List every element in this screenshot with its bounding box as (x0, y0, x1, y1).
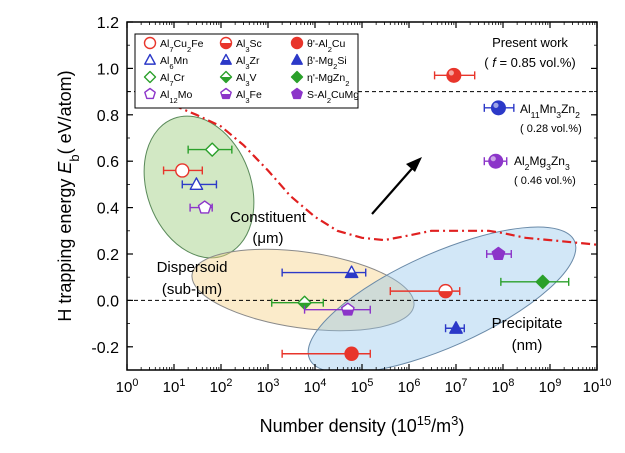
x-tick-label: 105 (351, 377, 374, 396)
trend-curve-line (135, 102, 597, 246)
data-point (344, 265, 359, 279)
legend-item: Al12Mo (144, 87, 192, 105)
x-tick-label: 103 (257, 377, 280, 396)
x-tick-label: 100 (116, 377, 139, 396)
legend-marker (219, 70, 233, 84)
data-point (491, 246, 506, 260)
data-point (344, 346, 359, 361)
legend-label: Al7Cu2Fe (160, 38, 204, 54)
legend-marker (291, 53, 303, 65)
present-work-labels: Al11Mn3Zn2 ( 0.28 vol.%) Al2Mg3Zn3 ( 0.46 v… (514, 102, 582, 187)
y-tick-label: 1.2 (97, 15, 119, 32)
legend-marker (219, 36, 233, 50)
data-point (189, 177, 204, 190)
legend-marker (290, 36, 304, 50)
legend-item: S-Al2CuMg (291, 87, 359, 105)
trend-arrow (371, 157, 422, 215)
present-work-phase-label: Al11Mn3Zn2 (520, 102, 580, 120)
x-tick-label: 1010 (583, 377, 612, 396)
dispersoid-label: Dispersoid (157, 259, 228, 276)
legend-item: β'-Mg2Si (291, 53, 347, 71)
present-work-phase-label: Al2Mg3Zn3 (514, 154, 570, 172)
legend-label: θ'-Al2Cu (307, 38, 345, 54)
error-bar (303, 305, 371, 314)
x-tick-label: 109 (539, 377, 562, 396)
data-point (341, 302, 355, 316)
y-tick-label: 0.6 (97, 154, 119, 171)
legend-marker (220, 53, 232, 65)
legend-marker (143, 70, 157, 84)
present-work-point (490, 100, 506, 116)
legend-item: Al6Mn (144, 53, 188, 71)
legend-box (134, 33, 359, 109)
data-point (535, 274, 550, 290)
present-work-title: Present work (492, 35, 568, 50)
data-point (205, 142, 220, 157)
region-ellipses (143, 115, 577, 370)
present-work-point (488, 153, 504, 169)
legend-label: Al3Fe (236, 89, 262, 105)
legend-item: Al3Fe (220, 87, 262, 105)
x-tick-label: 107 (445, 377, 468, 396)
data-point (197, 200, 212, 214)
y-tick-label: 0.0 (97, 293, 119, 310)
legend-item: η'-MgZn2 (290, 70, 349, 88)
x-axis-title: Number density (1015/m3) (260, 413, 465, 437)
x-tick-label: 106 (398, 377, 421, 396)
present-work-volume-note: ( 0.28 vol.%) (520, 123, 582, 135)
y-tick-label: 0.4 (97, 201, 119, 218)
y-tick-label: 0.2 (97, 247, 119, 264)
x-tick-label: 104 (304, 377, 327, 396)
precipitate-sublabel: (nm) (512, 337, 543, 354)
legend-label: Al6Mn (160, 55, 188, 71)
data-points (162, 67, 570, 361)
y-tick-label: 0.8 (97, 108, 119, 125)
precipitate-label: Precipitate (492, 315, 563, 332)
error-bar (500, 277, 570, 286)
legend-item: Al3Zr (220, 53, 260, 71)
legend-item: Al7Cr (143, 70, 185, 88)
legend-label: Al3Zr (236, 55, 260, 71)
legend-marker (143, 36, 157, 50)
legend-label: Al3V (236, 72, 257, 88)
legend-label: S-Al2CuMg (307, 89, 359, 105)
x-tick-label: 101 (163, 377, 186, 396)
constituent-sublabel: (μm) (252, 230, 283, 247)
y-tick-label: -0.2 (91, 340, 119, 357)
axes: 100 101 102 103 104 105 106 107 108 109 1010 1.2 1.0… (91, 15, 611, 396)
data-point (449, 321, 463, 334)
dispersoid-sublabel: (sub-μm) (162, 281, 222, 298)
x-tick-label: 108 (492, 377, 515, 396)
present-work-point (446, 67, 462, 83)
legend-marker (144, 53, 156, 65)
legend-label: Al3Sc (236, 38, 262, 54)
legend-item: θ'-Al2Cu (290, 36, 345, 54)
legend-item: Al7Cu2Fe (143, 36, 204, 54)
data-point (175, 163, 190, 178)
constituent-label: Constituent (230, 209, 307, 226)
legend-label: Al12Mo (160, 89, 192, 105)
present-work-fraction: ( f = 0.85 vol.%) (484, 55, 575, 70)
data-point (438, 283, 453, 299)
trend-curve (135, 102, 597, 246)
legend-label: β'-Mg2Si (307, 55, 347, 71)
legend-item: Al3V (219, 70, 257, 88)
legend-marker (220, 87, 232, 100)
legend-marker (290, 70, 304, 84)
legend-label: η'-MgZn2 (307, 72, 349, 88)
legend-marker (291, 87, 303, 100)
y-tick-label: 1.0 (97, 61, 119, 78)
legend-item: Al3Sc (219, 36, 262, 54)
legend-marker (144, 87, 156, 100)
x-tick-label: 102 (210, 377, 233, 396)
y-axis-title: H trapping energy Eb( eV/atom) (55, 70, 82, 321)
present-work-volume-note: ( 0.46 vol.%) (514, 175, 576, 187)
legend-label: Al7Cr (160, 72, 185, 88)
